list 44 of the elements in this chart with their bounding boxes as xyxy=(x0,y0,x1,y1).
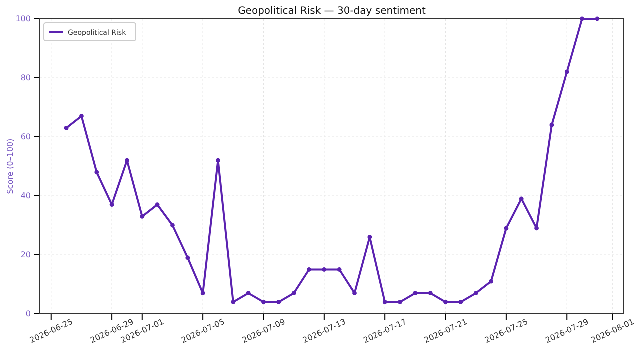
y-tick-label: 60 xyxy=(20,132,31,142)
point xyxy=(519,196,524,202)
point xyxy=(428,291,433,296)
point xyxy=(110,202,114,208)
point xyxy=(64,126,69,130)
y-tick-label: 0 xyxy=(26,310,31,319)
y-axis-title: Score (0–100) xyxy=(6,138,15,194)
point xyxy=(564,70,570,74)
point xyxy=(292,291,296,296)
point xyxy=(337,268,342,272)
point xyxy=(307,268,312,272)
point xyxy=(322,268,327,272)
point xyxy=(125,158,130,163)
point xyxy=(246,291,251,296)
point xyxy=(186,256,190,260)
point xyxy=(140,214,145,219)
point xyxy=(550,123,554,128)
point xyxy=(474,291,478,296)
y-tick-label: 80 xyxy=(20,74,31,83)
point xyxy=(444,300,448,304)
point xyxy=(200,291,206,296)
y-tick-label: 100 xyxy=(16,14,31,24)
y-tick-label: 20 xyxy=(20,250,31,260)
point xyxy=(155,202,160,208)
point xyxy=(80,114,84,119)
point xyxy=(534,226,539,231)
point xyxy=(489,279,494,284)
point xyxy=(458,300,464,304)
point xyxy=(504,226,509,231)
point xyxy=(368,235,372,240)
point xyxy=(382,300,388,304)
point xyxy=(595,16,600,22)
point xyxy=(231,300,236,304)
point xyxy=(170,223,175,228)
point xyxy=(580,16,584,22)
point xyxy=(413,291,418,296)
point xyxy=(398,300,402,304)
point xyxy=(216,158,220,163)
point xyxy=(262,300,266,304)
point xyxy=(352,291,357,296)
point xyxy=(94,170,100,175)
y-tick-label: 40 xyxy=(20,192,31,201)
chart-title: Geopolitical Risk — 30-day sentiment xyxy=(238,6,426,17)
point xyxy=(276,300,282,304)
